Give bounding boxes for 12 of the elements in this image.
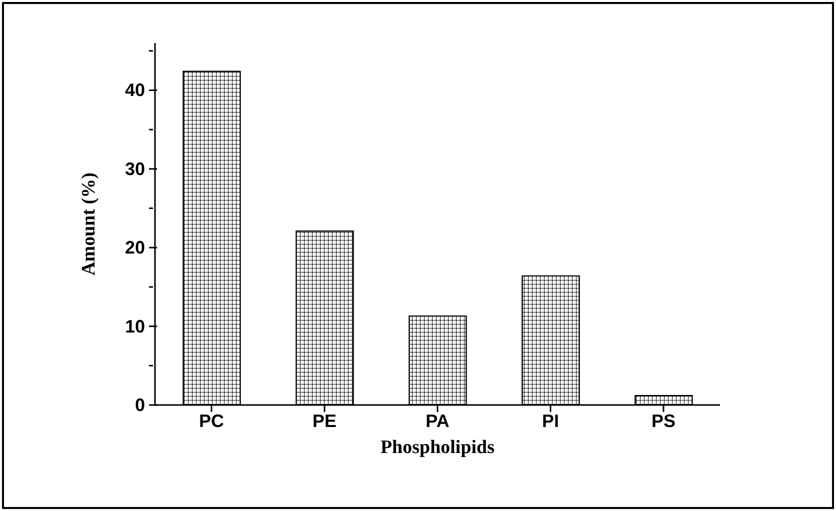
x-tick-label: PI: [542, 410, 560, 431]
x-tick-label: PE: [312, 410, 337, 431]
x-tick-label: PA: [426, 410, 450, 431]
x-axis-title: Phospholipids: [380, 437, 495, 458]
y-axis-title: Amount (%): [78, 172, 100, 276]
y-tick-label: 30: [124, 158, 145, 179]
y-tick-label: 20: [124, 238, 145, 258]
x-tick-label: PS: [651, 410, 676, 431]
y-tick-label: 0: [134, 395, 145, 415]
y-tick-label: 10: [124, 316, 145, 336]
y-tick-label: 40: [124, 80, 145, 100]
x-tick-label: PC: [198, 410, 224, 431]
